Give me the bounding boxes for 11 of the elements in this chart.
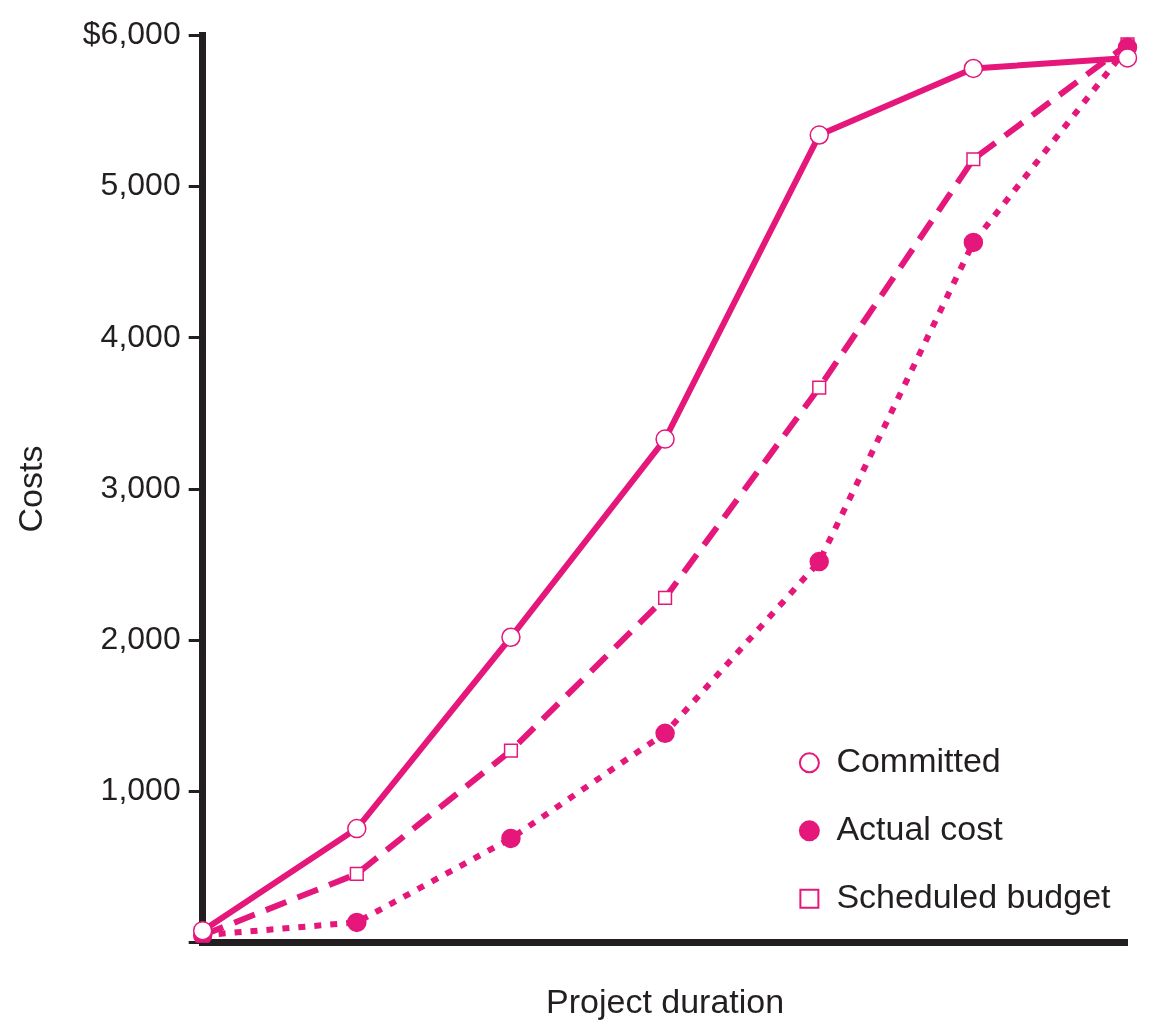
legend-label: Committed [836,741,1001,780]
y-axis-title: Costs [10,445,49,533]
legend-label: Scheduled budget [836,877,1112,916]
y-tick-label: 4,000 [100,317,181,354]
y-tick-label: 5,000 [100,166,181,203]
y-tick-label: 3,000 [100,468,181,505]
y-tick-label: 1,000 [100,771,181,808]
y-tick-label: $6,000 [82,15,181,52]
y-tick-label: 2,000 [100,620,181,657]
x-axis-title: Project duration [546,981,785,1020]
legend-label: Actual cost [836,809,1004,848]
